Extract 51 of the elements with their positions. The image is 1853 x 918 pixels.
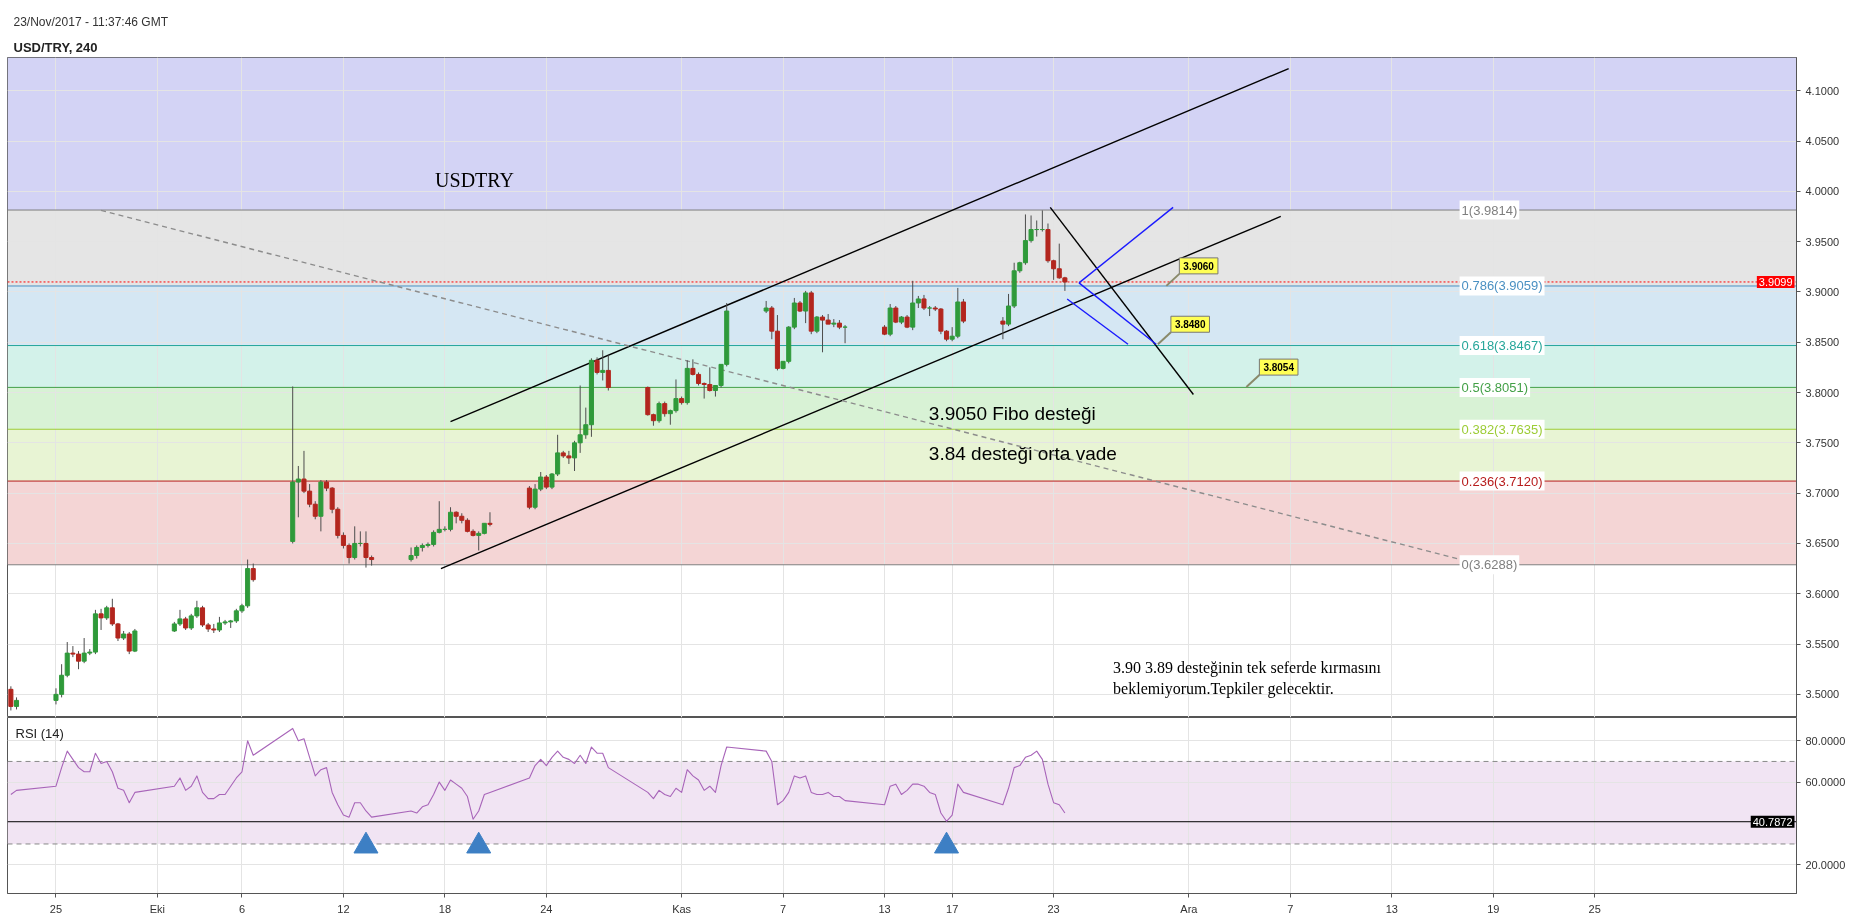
x-tick-label: 13 (878, 902, 891, 915)
annotation: USDTRY (435, 169, 514, 192)
y-tick-label: 3.6000 (1805, 587, 1840, 600)
x-tick-label: 25 (49, 902, 63, 915)
ref-line-label: 0.786(3.9059) (1461, 278, 1543, 294)
ref-line-label: 0.382(3.7635) (1461, 421, 1543, 437)
ref-line-label: 0.236(3.7120) (1461, 473, 1543, 489)
y-tick-label: 3.5000 (1805, 688, 1840, 701)
y-tick-label: 20.0000 (1805, 858, 1846, 871)
x-tick-label: Eki (149, 902, 166, 915)
ref-line-label: 0.618(3.8467) (1461, 338, 1543, 354)
y-tick-label: 80.0000 (1805, 734, 1846, 747)
y-tick-label: 3.9500 (1805, 235, 1840, 248)
y-tick-label: 3.5500 (1805, 638, 1840, 651)
y-tick-label: 3.9000 (1805, 285, 1840, 298)
x-tick-label: Kas (672, 902, 692, 915)
x-tick-label: 7 (1287, 902, 1294, 915)
y-tick-label: 60.0000 (1805, 776, 1846, 789)
y-tick-label: 3.6500 (1805, 537, 1840, 550)
y-tick-label: 3.7000 (1805, 487, 1840, 500)
ref-line-label: 40.7872 (1752, 815, 1793, 828)
x-tick-label: 12 (337, 902, 350, 915)
y-tick-label: 4.0000 (1805, 185, 1840, 198)
ref-line-label: 3.9099 (1758, 275, 1793, 288)
y-tick-label: 3.8500 (1805, 336, 1840, 349)
x-tick-label: 19 (1487, 902, 1500, 915)
ref-line-label: 0(3.6288) (1461, 557, 1518, 573)
ref-line-label: 1(3.9814) (1461, 202, 1518, 218)
x-tick-label: 6 (238, 902, 246, 915)
x-tick-label: 17 (946, 902, 959, 915)
x-tick-label: 7 (780, 902, 787, 915)
annotation: 3.9060 (1183, 260, 1215, 272)
x-tick-label: Ara (1180, 902, 1199, 915)
x-tick-label: 23 (1047, 902, 1060, 915)
chart-subtitle: 23/Nov/2017 - 11:37:46 GMT (13, 14, 169, 29)
x-tick-label: 24 (540, 902, 553, 915)
annotation: 3.9050 Fibo desteği (928, 402, 1096, 424)
y-tick-label: 3.7500 (1805, 436, 1840, 449)
x-tick-label: 18 (438, 902, 452, 915)
y-tick-label: 4.1000 (1805, 84, 1840, 97)
ref-line-label: 0.5(3.8051) (1461, 379, 1529, 395)
y-tick-label: 3.8000 (1805, 386, 1840, 399)
annotation: 3.90 3.89 desteğinin tek seferde kırmasını beklemiyorum.Tepkiler gelecektir. (1113, 659, 1382, 699)
y-tick-label: 4.0500 (1805, 135, 1840, 148)
x-tick-label: 25 (1588, 902, 1601, 915)
annotation: 3.84 desteği orta vade (928, 443, 1117, 464)
annotation: 3.8054 (1263, 362, 1295, 374)
x-tick-label: 13 (1385, 902, 1398, 915)
chart-title: USD/TRY, 240 (13, 39, 98, 55)
text: RSI (14) (15, 725, 64, 741)
annotation: 3.8480 (1174, 319, 1206, 331)
